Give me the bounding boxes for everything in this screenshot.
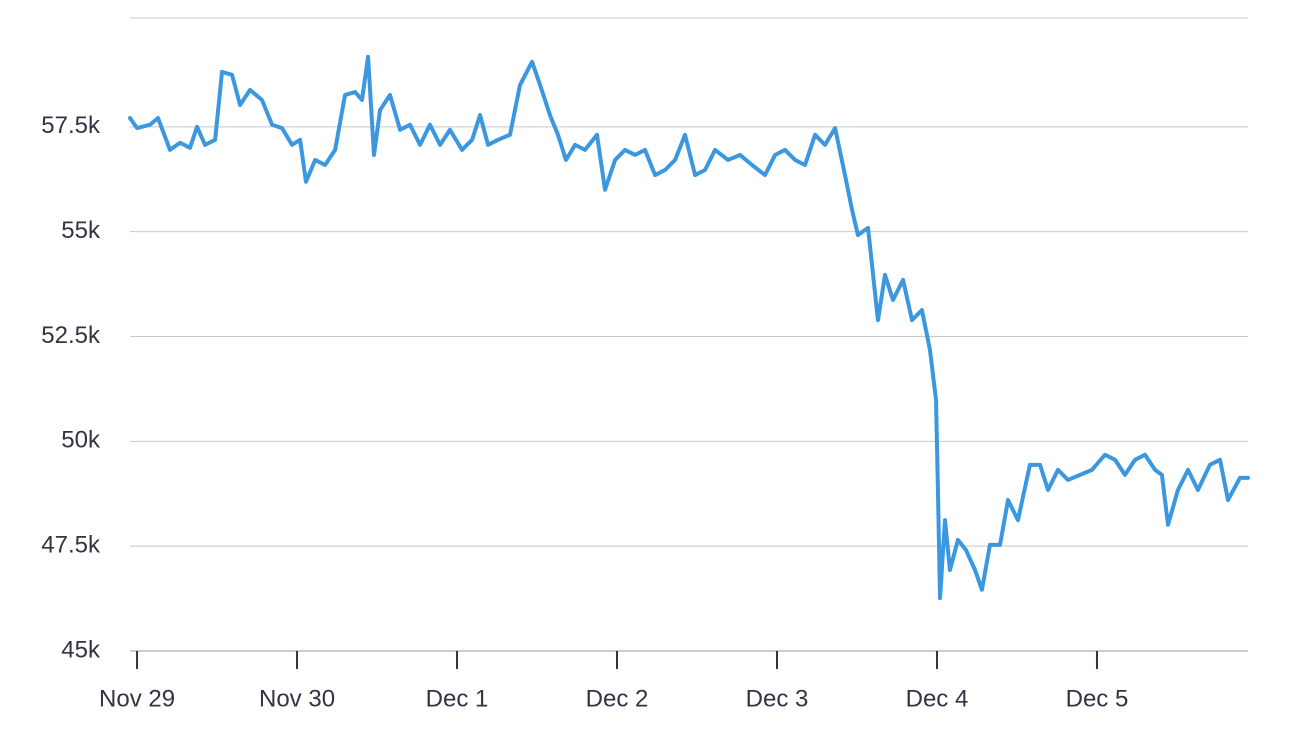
y-tick-label: 50k bbox=[61, 427, 101, 454]
y-tick-label: 52.5k bbox=[41, 322, 101, 349]
x-tick-label: Dec 2 bbox=[586, 685, 649, 712]
x-tick-label: Dec 1 bbox=[426, 685, 489, 712]
x-tick-label: Nov 29 bbox=[99, 685, 175, 712]
y-tick-label: 45k bbox=[61, 636, 101, 663]
y-tick-label: 57.5k bbox=[41, 112, 101, 139]
y-tick-label: 55k bbox=[61, 217, 101, 244]
price-line bbox=[128, 54, 1250, 601]
y-tick-label: 47.5k bbox=[41, 532, 101, 559]
x-tick-label: Dec 3 bbox=[746, 685, 809, 712]
x-tick-label: Dec 4 bbox=[906, 685, 969, 712]
x-tick-label: Dec 5 bbox=[1066, 685, 1129, 712]
x-tick-label: Nov 30 bbox=[259, 685, 335, 712]
